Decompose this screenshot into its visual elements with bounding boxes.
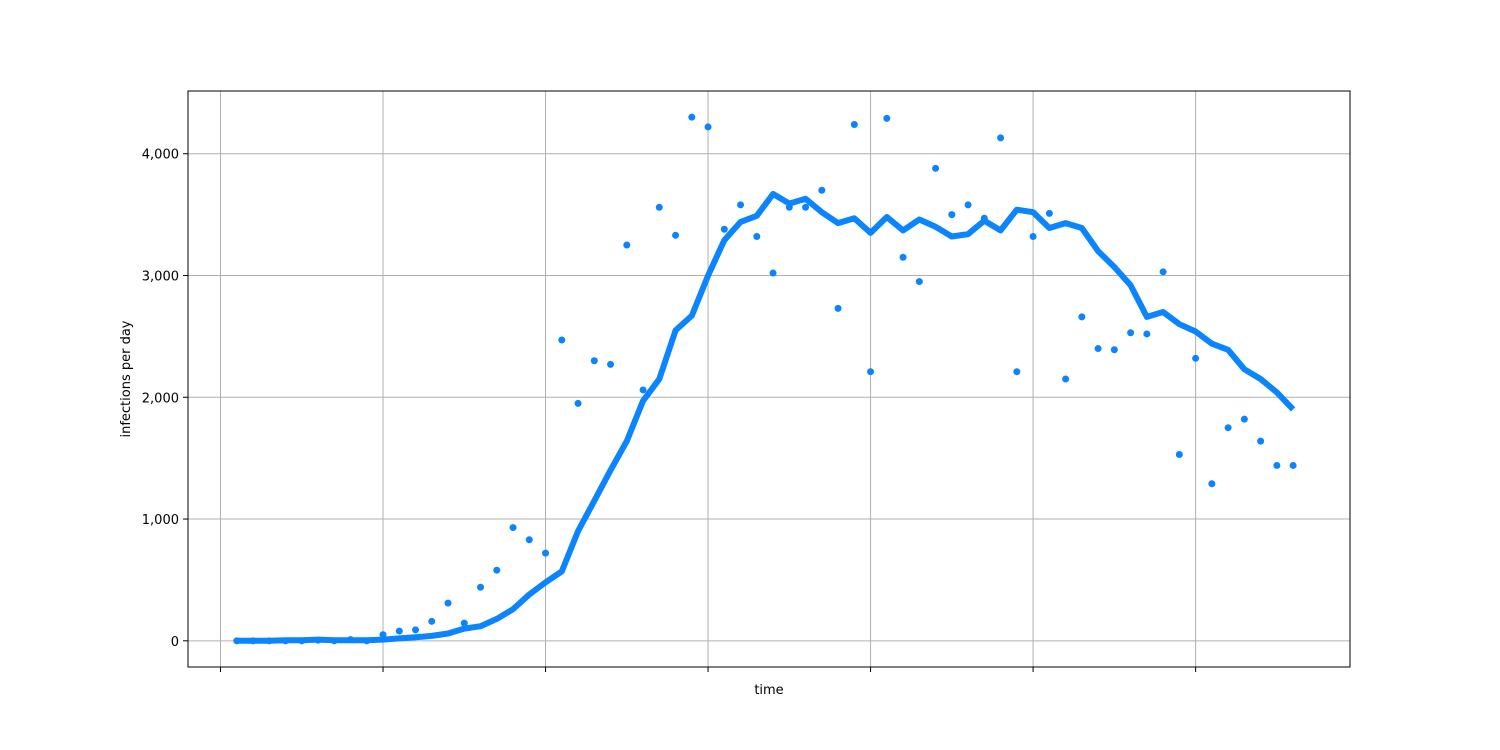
scatter-point <box>769 269 777 277</box>
scatter-point <box>1257 437 1265 445</box>
scatter-point <box>867 368 875 376</box>
scatter-point <box>1208 480 1216 488</box>
scatter-point <box>1159 268 1167 276</box>
scatter-point <box>1289 461 1297 469</box>
scatter-point <box>607 360 615 368</box>
scatter-point <box>460 619 468 627</box>
scatter-point <box>509 524 517 532</box>
trend-line <box>236 190 1296 644</box>
axis-ticks: 0 1,000 2,000 3,000 4,000 <box>142 148 1197 672</box>
scatter-point <box>1029 233 1037 241</box>
scatter-point <box>1127 329 1135 337</box>
scatter-point <box>932 164 940 172</box>
scatter-point <box>655 203 663 211</box>
scatter-point <box>737 201 745 209</box>
scatter-point <box>493 566 501 574</box>
scatter-point <box>1143 330 1151 338</box>
scatter-point <box>639 386 647 394</box>
scatter-point <box>1062 375 1070 383</box>
grid <box>188 91 1350 667</box>
plot-frame <box>187 90 1351 668</box>
y-tick-label: 3,000 <box>142 269 179 284</box>
scatter-point <box>753 233 761 241</box>
scatter-point <box>818 186 826 194</box>
scatter-point <box>1273 461 1281 469</box>
scatter-point <box>899 253 907 261</box>
scatter-point <box>1224 424 1232 432</box>
scatter-point <box>802 203 810 211</box>
x-axis-label: time <box>754 683 783 698</box>
scatter-point <box>590 357 598 365</box>
scatter-point <box>444 599 452 607</box>
scatter-point <box>428 617 436 625</box>
scatter-point <box>850 120 858 128</box>
y-axis-label: infections per day <box>119 320 134 437</box>
scatter-point <box>688 113 696 121</box>
scatter-point <box>1175 451 1183 459</box>
scatter-point <box>525 536 533 544</box>
scatter-point <box>1110 346 1118 354</box>
scatter-point <box>1240 415 1248 423</box>
scatter-point <box>477 583 485 591</box>
scatter-point <box>1094 345 1102 353</box>
y-tick-label: 4,000 <box>142 148 179 163</box>
scatter-point <box>1013 368 1021 376</box>
scatter-point <box>412 626 420 634</box>
scatter-point <box>883 114 891 122</box>
scatter-point <box>1078 313 1086 321</box>
scatter-point <box>558 336 566 344</box>
scatter-point <box>623 241 631 249</box>
scatter-point <box>834 304 842 312</box>
scatter-point <box>672 231 680 239</box>
chart-marks <box>233 113 1297 645</box>
scatter-point <box>1192 354 1200 362</box>
scatter-point <box>542 549 550 557</box>
scatter-point <box>948 211 956 219</box>
scatter-point <box>964 201 972 209</box>
y-tick-label: 0 <box>171 635 179 650</box>
scatter-point <box>915 278 923 286</box>
scatter-point <box>704 123 712 131</box>
scatter-point <box>1045 209 1053 217</box>
scatter-point <box>574 399 582 407</box>
scatter-point <box>997 134 1005 142</box>
y-tick-label: 1,000 <box>142 513 179 528</box>
y-tick-label: 2,000 <box>142 391 179 406</box>
scatter-point <box>720 225 728 233</box>
scatter-point <box>395 627 403 635</box>
